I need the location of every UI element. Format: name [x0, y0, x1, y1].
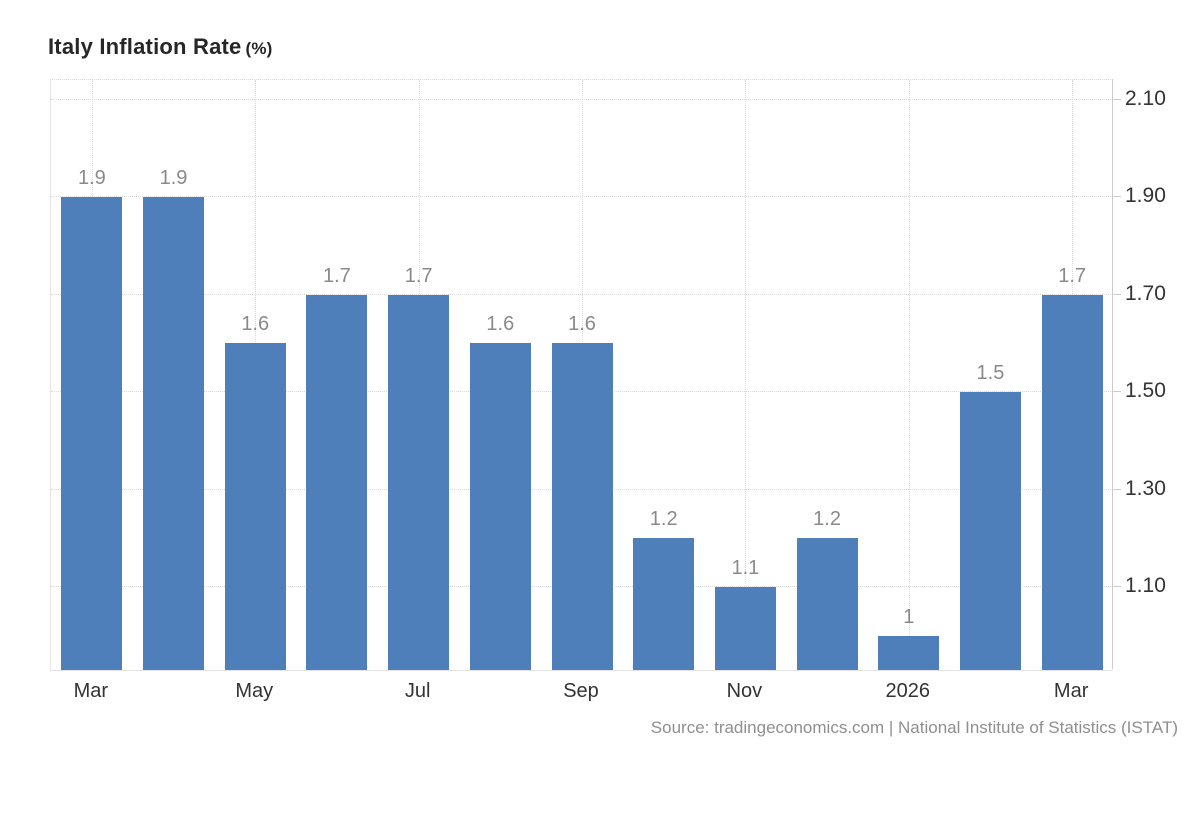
x-tick-label: Mar: [1053, 680, 1089, 702]
bar[interactable]: [633, 538, 695, 670]
bar-value-label: 1.1: [731, 557, 760, 580]
y-tick-mark: [1113, 488, 1121, 490]
y-axis: 1.10 1.30 1.50 1.70 1.90 2.10: [1112, 79, 1200, 669]
bar-value-label: 1: [903, 605, 915, 628]
chart-title-unit: (%): [245, 39, 273, 58]
gridline-vertical: [745, 80, 747, 670]
bar-value-label: 1.9: [77, 167, 106, 190]
bar[interactable]: [796, 538, 858, 670]
bar-value-label: 1.7: [1058, 264, 1087, 287]
bar-value-label: 1.6: [568, 313, 596, 336]
y-tick-label: 1.70: [1125, 281, 1166, 305]
bar[interactable]: [306, 294, 368, 670]
x-tick-label: May: [235, 680, 274, 702]
x-tick-label: Sep: [563, 680, 599, 702]
bar-value-label: 1.6: [241, 313, 270, 336]
bar-value-label: 1.6: [486, 313, 515, 336]
bar[interactable]: [388, 294, 450, 670]
gridline-vertical: [908, 80, 910, 670]
y-tick-label: 1.30: [1125, 476, 1166, 500]
y-tick-label: 2.10: [1125, 86, 1166, 110]
bar-value-label: 1.2: [649, 508, 678, 531]
y-tick-mark: [1113, 98, 1121, 100]
bar[interactable]: [61, 197, 123, 670]
bar-value-label: 1.7: [404, 264, 433, 287]
plot-area: 1.9 1.9 1.6 1.7 1.7 1.6 1.6 1.2 1.1 1.2 1 1.5 1.7: [50, 79, 1113, 671]
x-tick-label: Jul: [404, 680, 431, 702]
bar[interactable]: [959, 392, 1021, 670]
x-tick-label: Mar: [73, 680, 109, 702]
bar[interactable]: [551, 343, 613, 670]
bar-value-label: 1.7: [323, 264, 351, 287]
x-tick-label: Nov: [726, 680, 763, 702]
y-tick-label: 1.50: [1125, 379, 1166, 403]
source-text: Source: tradingeconomics.com | National …: [650, 718, 1178, 737]
chart-title-text: Italy Inflation Rate: [48, 34, 242, 59]
y-tick-mark: [1113, 196, 1121, 198]
bar-value-label: 1.5: [976, 362, 1005, 385]
bar-value-label: 1.9: [159, 167, 188, 190]
bar[interactable]: [143, 197, 205, 670]
y-tick-mark: [1113, 586, 1121, 588]
y-tick-mark: [1113, 293, 1121, 295]
bar[interactable]: [469, 343, 531, 670]
x-tick-label: 2026: [885, 680, 931, 702]
y-tick-label: 1.10: [1125, 574, 1166, 598]
y-tick-mark: [1113, 391, 1121, 393]
bar[interactable]: [1041, 294, 1103, 670]
y-tick-label: 1.90: [1125, 184, 1166, 208]
x-axis: Mar May Jul Sep Nov 2026 Mar: [50, 670, 1112, 710]
bar[interactable]: [714, 587, 776, 670]
chart-title: Italy Inflation Rate (%): [48, 34, 273, 60]
bar-value-label: 1.2: [813, 508, 841, 531]
bar[interactable]: [224, 343, 286, 670]
bar[interactable]: [878, 635, 940, 670]
